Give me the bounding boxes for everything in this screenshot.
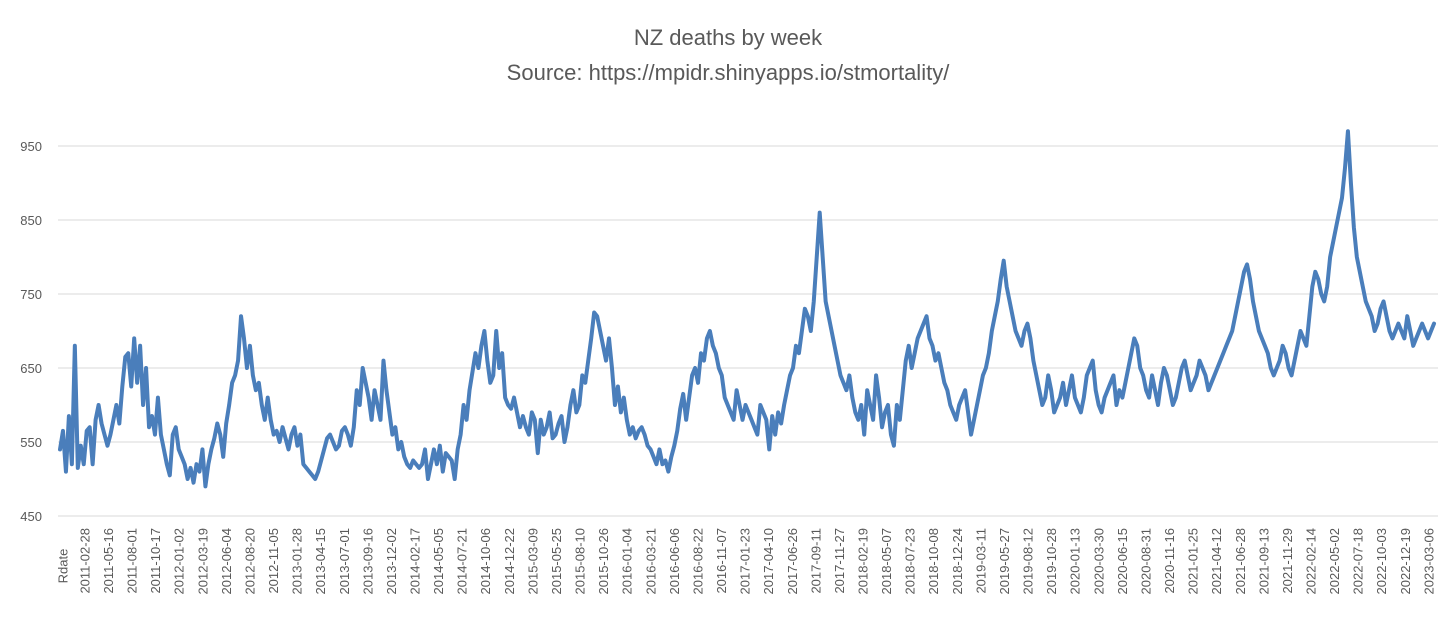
x-tick-label: 2022-02-14 xyxy=(1304,528,1319,595)
x-tick-label: 2019-05-27 xyxy=(997,528,1012,595)
x-tick-label: 2020-01-13 xyxy=(1068,528,1083,595)
x-tick-label: 2017-09-11 xyxy=(808,528,823,594)
x-tick-label: 2018-07-23 xyxy=(903,528,918,595)
chart-title: NZ deaths by week xyxy=(634,25,823,50)
y-tick-label: 950 xyxy=(20,139,42,154)
x-tick-label: 2016-06-06 xyxy=(667,528,682,595)
x-tick-label: 2015-08-10 xyxy=(573,528,588,595)
x-tick-label: 2016-11-07 xyxy=(714,528,729,594)
category-header-label: Rdate xyxy=(55,549,70,584)
x-tick-label: 2022-05-02 xyxy=(1327,528,1342,595)
series-line xyxy=(58,129,1436,489)
x-tick-label: 2011-02-28 xyxy=(77,528,92,594)
x-tick-label: 2016-08-22 xyxy=(691,528,706,595)
y-tick-label: 650 xyxy=(20,361,42,376)
x-tick-label: 2015-03-09 xyxy=(525,528,540,595)
x-tick-label: 2014-05-05 xyxy=(431,528,446,595)
x-tick-label: 2013-07-01 xyxy=(337,528,352,595)
chart-subtitle: Source: https://mpidr.shinyapps.io/stmor… xyxy=(507,60,951,85)
x-tick-label: 2020-03-30 xyxy=(1091,528,1106,595)
x-tick-label: 2013-12-02 xyxy=(384,528,399,595)
x-tick-label: 2020-06-15 xyxy=(1115,528,1130,595)
x-tick-label: 2012-08-20 xyxy=(243,528,258,595)
x-tick-label: 2019-03-11 xyxy=(973,528,988,594)
x-tick-label: 2018-05-07 xyxy=(879,528,894,595)
x-tick-label: 2017-11-27 xyxy=(832,528,847,594)
y-tick-label: 850 xyxy=(20,213,42,228)
x-tick-label: 2011-08-01 xyxy=(125,528,140,594)
x-tick-label: 2017-06-26 xyxy=(785,528,800,595)
x-tick-label: 2012-11-05 xyxy=(266,528,281,594)
x-tick-label: 2021-09-13 xyxy=(1256,528,1271,595)
x-tick-label: 2021-11-29 xyxy=(1280,528,1295,594)
x-tick-label: 2023-03-06 xyxy=(1421,528,1436,595)
x-tick-label: 2018-02-19 xyxy=(856,528,871,595)
y-tick-label: 750 xyxy=(20,287,42,302)
x-tick-label: 2013-01-28 xyxy=(290,528,305,595)
x-tick-label: 2013-04-15 xyxy=(313,528,328,595)
x-tick-label: 2017-01-23 xyxy=(738,528,753,595)
x-tick-label: 2016-01-04 xyxy=(620,528,635,595)
x-tick-label: 2012-01-02 xyxy=(172,528,187,595)
x-tick-label: 2022-07-18 xyxy=(1351,528,1366,595)
y-tick-label: 550 xyxy=(20,435,42,450)
x-tick-label: 2012-03-19 xyxy=(195,528,210,595)
x-tick-label: 2014-10-06 xyxy=(478,528,493,595)
x-tick-label: 2018-10-08 xyxy=(926,528,941,595)
x-tick-label: 2021-04-12 xyxy=(1209,528,1224,595)
x-tick-label: 2014-07-21 xyxy=(455,528,470,595)
x-tick-label: 2016-03-21 xyxy=(643,528,658,595)
x-tick-label: 2019-08-12 xyxy=(1021,528,1036,595)
x-tick-label: 2015-05-25 xyxy=(549,528,564,595)
x-tick-label: 2020-11-16 xyxy=(1162,528,1177,594)
x-tick-label: 2015-10-26 xyxy=(596,528,611,595)
x-tick-label: 2021-01-25 xyxy=(1186,528,1201,595)
x-tick-label: 2020-08-31 xyxy=(1139,528,1154,595)
y-tick-label: 450 xyxy=(20,509,42,524)
x-tick-label: 2022-12-19 xyxy=(1398,528,1413,595)
x-tick-label: 2014-12-22 xyxy=(502,528,517,595)
x-tick-label: 2011-10-17 xyxy=(148,528,163,594)
x-tick-label: 2017-04-10 xyxy=(761,528,776,595)
x-tick-label: 2021-06-28 xyxy=(1233,528,1248,595)
x-tick-label: 2022-10-03 xyxy=(1374,528,1389,595)
x-tick-label: 2012-06-04 xyxy=(219,528,234,595)
y-axis-ticks: 450 550 650 750 850 950 xyxy=(20,139,42,524)
x-tick-label: 2019-10-28 xyxy=(1044,528,1059,595)
x-tick-label: 2013-09-16 xyxy=(360,528,375,595)
x-axis-ticks: 2011-02-28 2011-05-16 2011-08-01 2011-10-17… xyxy=(77,528,1436,595)
x-tick-label: 2011-05-16 xyxy=(101,528,116,594)
x-tick-label: 2018-12-24 xyxy=(950,528,965,595)
x-tick-label: 2014-02-17 xyxy=(408,528,423,595)
